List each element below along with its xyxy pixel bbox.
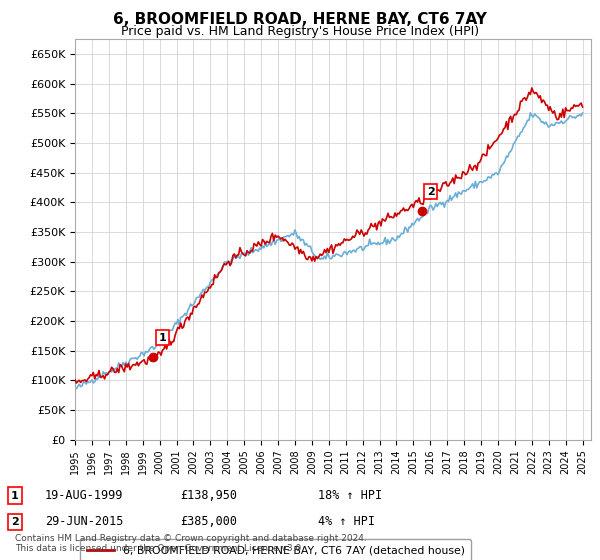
Text: 18% ↑ HPI: 18% ↑ HPI [318,489,382,502]
Text: 4% ↑ HPI: 4% ↑ HPI [318,515,375,529]
Text: Price paid vs. HM Land Registry's House Price Index (HPI): Price paid vs. HM Land Registry's House … [121,25,479,38]
Text: 2: 2 [11,517,19,527]
Text: 6, BROOMFIELD ROAD, HERNE BAY, CT6 7AY: 6, BROOMFIELD ROAD, HERNE BAY, CT6 7AY [113,12,487,27]
Text: 2: 2 [427,186,434,197]
Text: 1: 1 [158,333,166,343]
Text: 1: 1 [11,491,19,501]
Legend: 6, BROOMFIELD ROAD, HERNE BAY, CT6 7AY (detached house), HPI: Average price, det: 6, BROOMFIELD ROAD, HERNE BAY, CT6 7AY (… [80,539,471,560]
Text: 19-AUG-1999: 19-AUG-1999 [45,489,124,502]
Text: 29-JUN-2015: 29-JUN-2015 [45,515,124,529]
Text: £385,000: £385,000 [180,515,237,529]
Text: £138,950: £138,950 [180,489,237,502]
Text: Contains HM Land Registry data © Crown copyright and database right 2024.
This d: Contains HM Land Registry data © Crown c… [15,534,367,553]
